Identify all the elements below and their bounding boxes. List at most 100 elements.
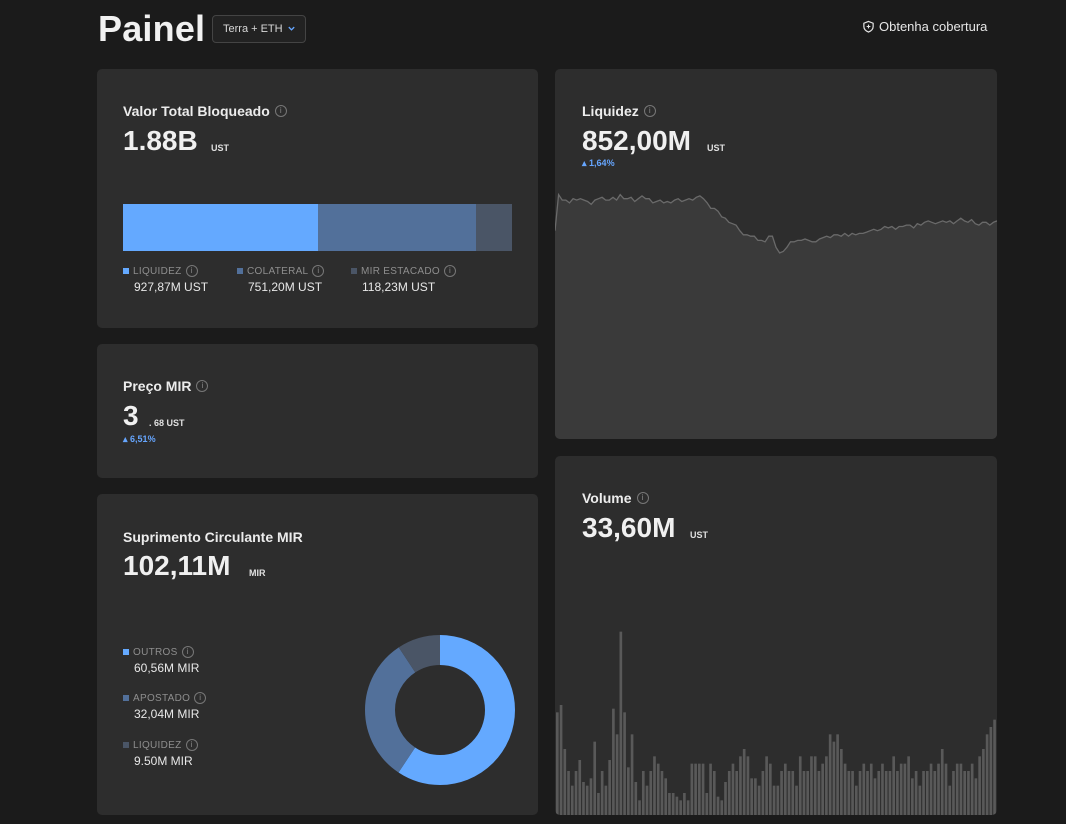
volume-bar (843, 763, 847, 815)
volume-bar (922, 771, 925, 815)
volume-bar (675, 796, 679, 815)
volume-bar (862, 763, 866, 815)
volume-bar (630, 734, 634, 815)
info-icon[interactable]: i (443, 265, 456, 277)
tvl-value: 1.88B (123, 125, 198, 156)
tvl-bar-staked (476, 204, 512, 251)
liquidity-area-chart (555, 192, 997, 439)
info-icon[interactable]: i (196, 380, 209, 392)
volume-value: 33,60M (582, 512, 676, 543)
volume-bar (899, 763, 903, 815)
liquidity-title: Liquidez i (582, 103, 656, 119)
volume-bar (757, 785, 761, 815)
volume-bar (638, 800, 641, 815)
volume-bar (668, 793, 671, 815)
volume-bar (604, 785, 608, 815)
volume-bar (585, 785, 589, 815)
volume-bar (712, 771, 716, 815)
info-icon[interactable]: i (312, 265, 325, 277)
volume-bar (802, 771, 806, 815)
info-icon[interactable]: i (643, 105, 656, 117)
tvl-card: Valor Total Bloqueado i 1.88B UST LIQUIDE… (97, 69, 538, 328)
info-icon[interactable]: i (194, 692, 207, 704)
info-icon[interactable]: i (274, 105, 287, 117)
donut-slice-staked (365, 635, 515, 785)
volume-title: Volume i (582, 490, 649, 506)
volume-bar (847, 771, 851, 815)
volume-bar (716, 796, 720, 815)
volume-bar-chart (556, 631, 996, 815)
volume-bar (787, 771, 791, 815)
volume-bar (967, 771, 970, 815)
volume-bar (948, 785, 952, 815)
volume-bar (940, 749, 944, 815)
volume-bar (634, 782, 638, 815)
volume-bar (892, 756, 895, 815)
tvl-legend-liquidity: LIQUIDEZ i 927,87M UST (123, 265, 208, 294)
legend-swatch (123, 695, 129, 701)
volume-bar (570, 785, 574, 815)
mir-supply-unit: MIR (249, 568, 266, 578)
volume-bar (869, 763, 873, 815)
volume-bar (925, 771, 929, 815)
info-icon[interactable]: i (181, 646, 194, 658)
supply-legend-others: OUTROS i 60,56M MIR (123, 646, 199, 675)
volume-bar (694, 763, 697, 815)
network-select[interactable]: Terra + ETH (212, 15, 306, 43)
volume-bar (806, 771, 810, 815)
volume-bar (776, 785, 780, 815)
volume-bar (840, 749, 843, 815)
tvl-bar-liquidity (123, 204, 319, 251)
volume-bar (884, 771, 888, 815)
info-icon[interactable]: i (185, 265, 198, 277)
get-coverage-label: Obtenha cobertura (879, 19, 988, 34)
volume-bar (854, 785, 858, 815)
volume-bar (645, 785, 649, 815)
volume-bar (683, 793, 686, 815)
volume-bar (914, 771, 918, 815)
volume-bar (746, 756, 750, 815)
volume-bar (761, 771, 765, 815)
volume-bar (963, 771, 966, 815)
mir-price-title: Preço MIR i (123, 378, 209, 394)
volume-bar (955, 763, 959, 815)
volume-bar (627, 767, 630, 815)
volume-bar (608, 760, 611, 815)
volume-bar (664, 778, 668, 815)
volume-bar (944, 763, 948, 815)
volume-bar (772, 785, 776, 815)
volume-bar (836, 734, 839, 815)
info-icon[interactable]: i (636, 492, 649, 504)
volume-bar (754, 778, 757, 815)
volume-bar (978, 756, 981, 815)
volume-bar (653, 756, 656, 815)
volume-bar (742, 749, 746, 815)
volume-bar (866, 771, 869, 815)
volume-bar (727, 771, 731, 815)
volume-bar (567, 771, 570, 815)
get-coverage-link[interactable]: Obtenha cobertura (862, 19, 987, 34)
page-title: Painel (98, 8, 206, 49)
volume-bar (817, 771, 821, 815)
legend-swatch (123, 649, 129, 655)
volume-bar (813, 756, 817, 815)
volume-bar (582, 782, 585, 815)
volume-bar (780, 771, 783, 815)
volume-bar (589, 778, 593, 815)
donut-slice-liquidity (365, 635, 515, 785)
volume-bar (888, 771, 892, 815)
volume-bar (612, 708, 615, 815)
volume-bar (731, 763, 735, 815)
info-icon[interactable]: i (185, 739, 198, 751)
volume-bar (701, 763, 705, 815)
mir-supply-card: Suprimento Circulante MIR 102,11M MIR OU… (97, 494, 538, 815)
volume-bar (937, 763, 940, 815)
liquidity-line (555, 192, 997, 254)
volume-bar (649, 771, 653, 815)
volume-bar (690, 763, 694, 815)
volume-bar (985, 734, 989, 815)
volume-card: Volume i 33,60M UST (555, 456, 997, 815)
volume-bar (578, 760, 582, 815)
volume-bar (593, 741, 597, 815)
volume-bar (600, 771, 604, 815)
